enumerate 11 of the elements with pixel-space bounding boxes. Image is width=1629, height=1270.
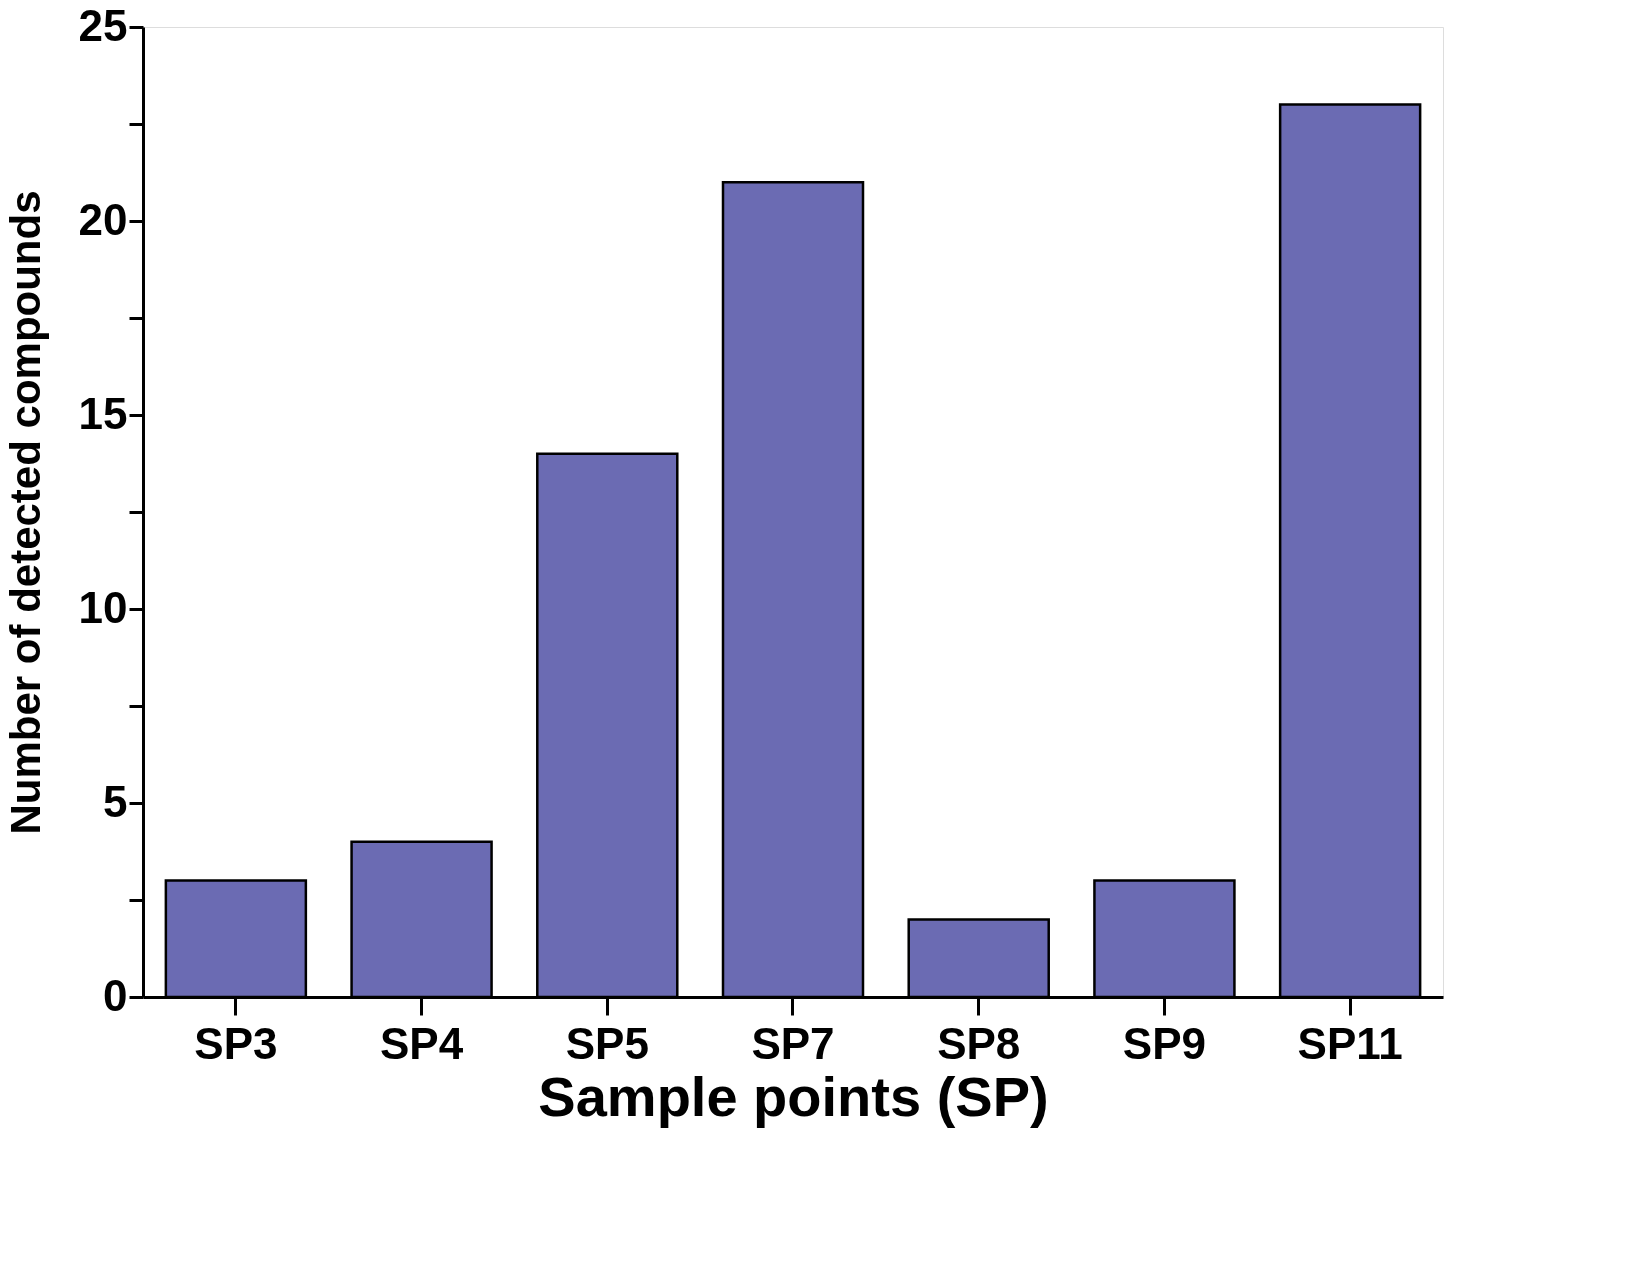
y-tick-label: 15 bbox=[78, 388, 128, 438]
y-tick-label: 20 bbox=[78, 194, 128, 244]
y-tick-label: 0 bbox=[103, 970, 128, 1020]
x-tick-label: SP4 bbox=[379, 1018, 464, 1068]
x-tick-label: SP11 bbox=[1297, 1018, 1403, 1068]
x-tick-label: SP3 bbox=[194, 1018, 278, 1068]
y-axis-title: Number of detected compounds bbox=[1, 190, 49, 835]
x-tick-label: SP9 bbox=[1122, 1018, 1207, 1068]
y-tick-label: 10 bbox=[78, 582, 128, 632]
y-tick-label: 5 bbox=[103, 776, 128, 826]
y-tick-label: 25 bbox=[78, 0, 128, 50]
